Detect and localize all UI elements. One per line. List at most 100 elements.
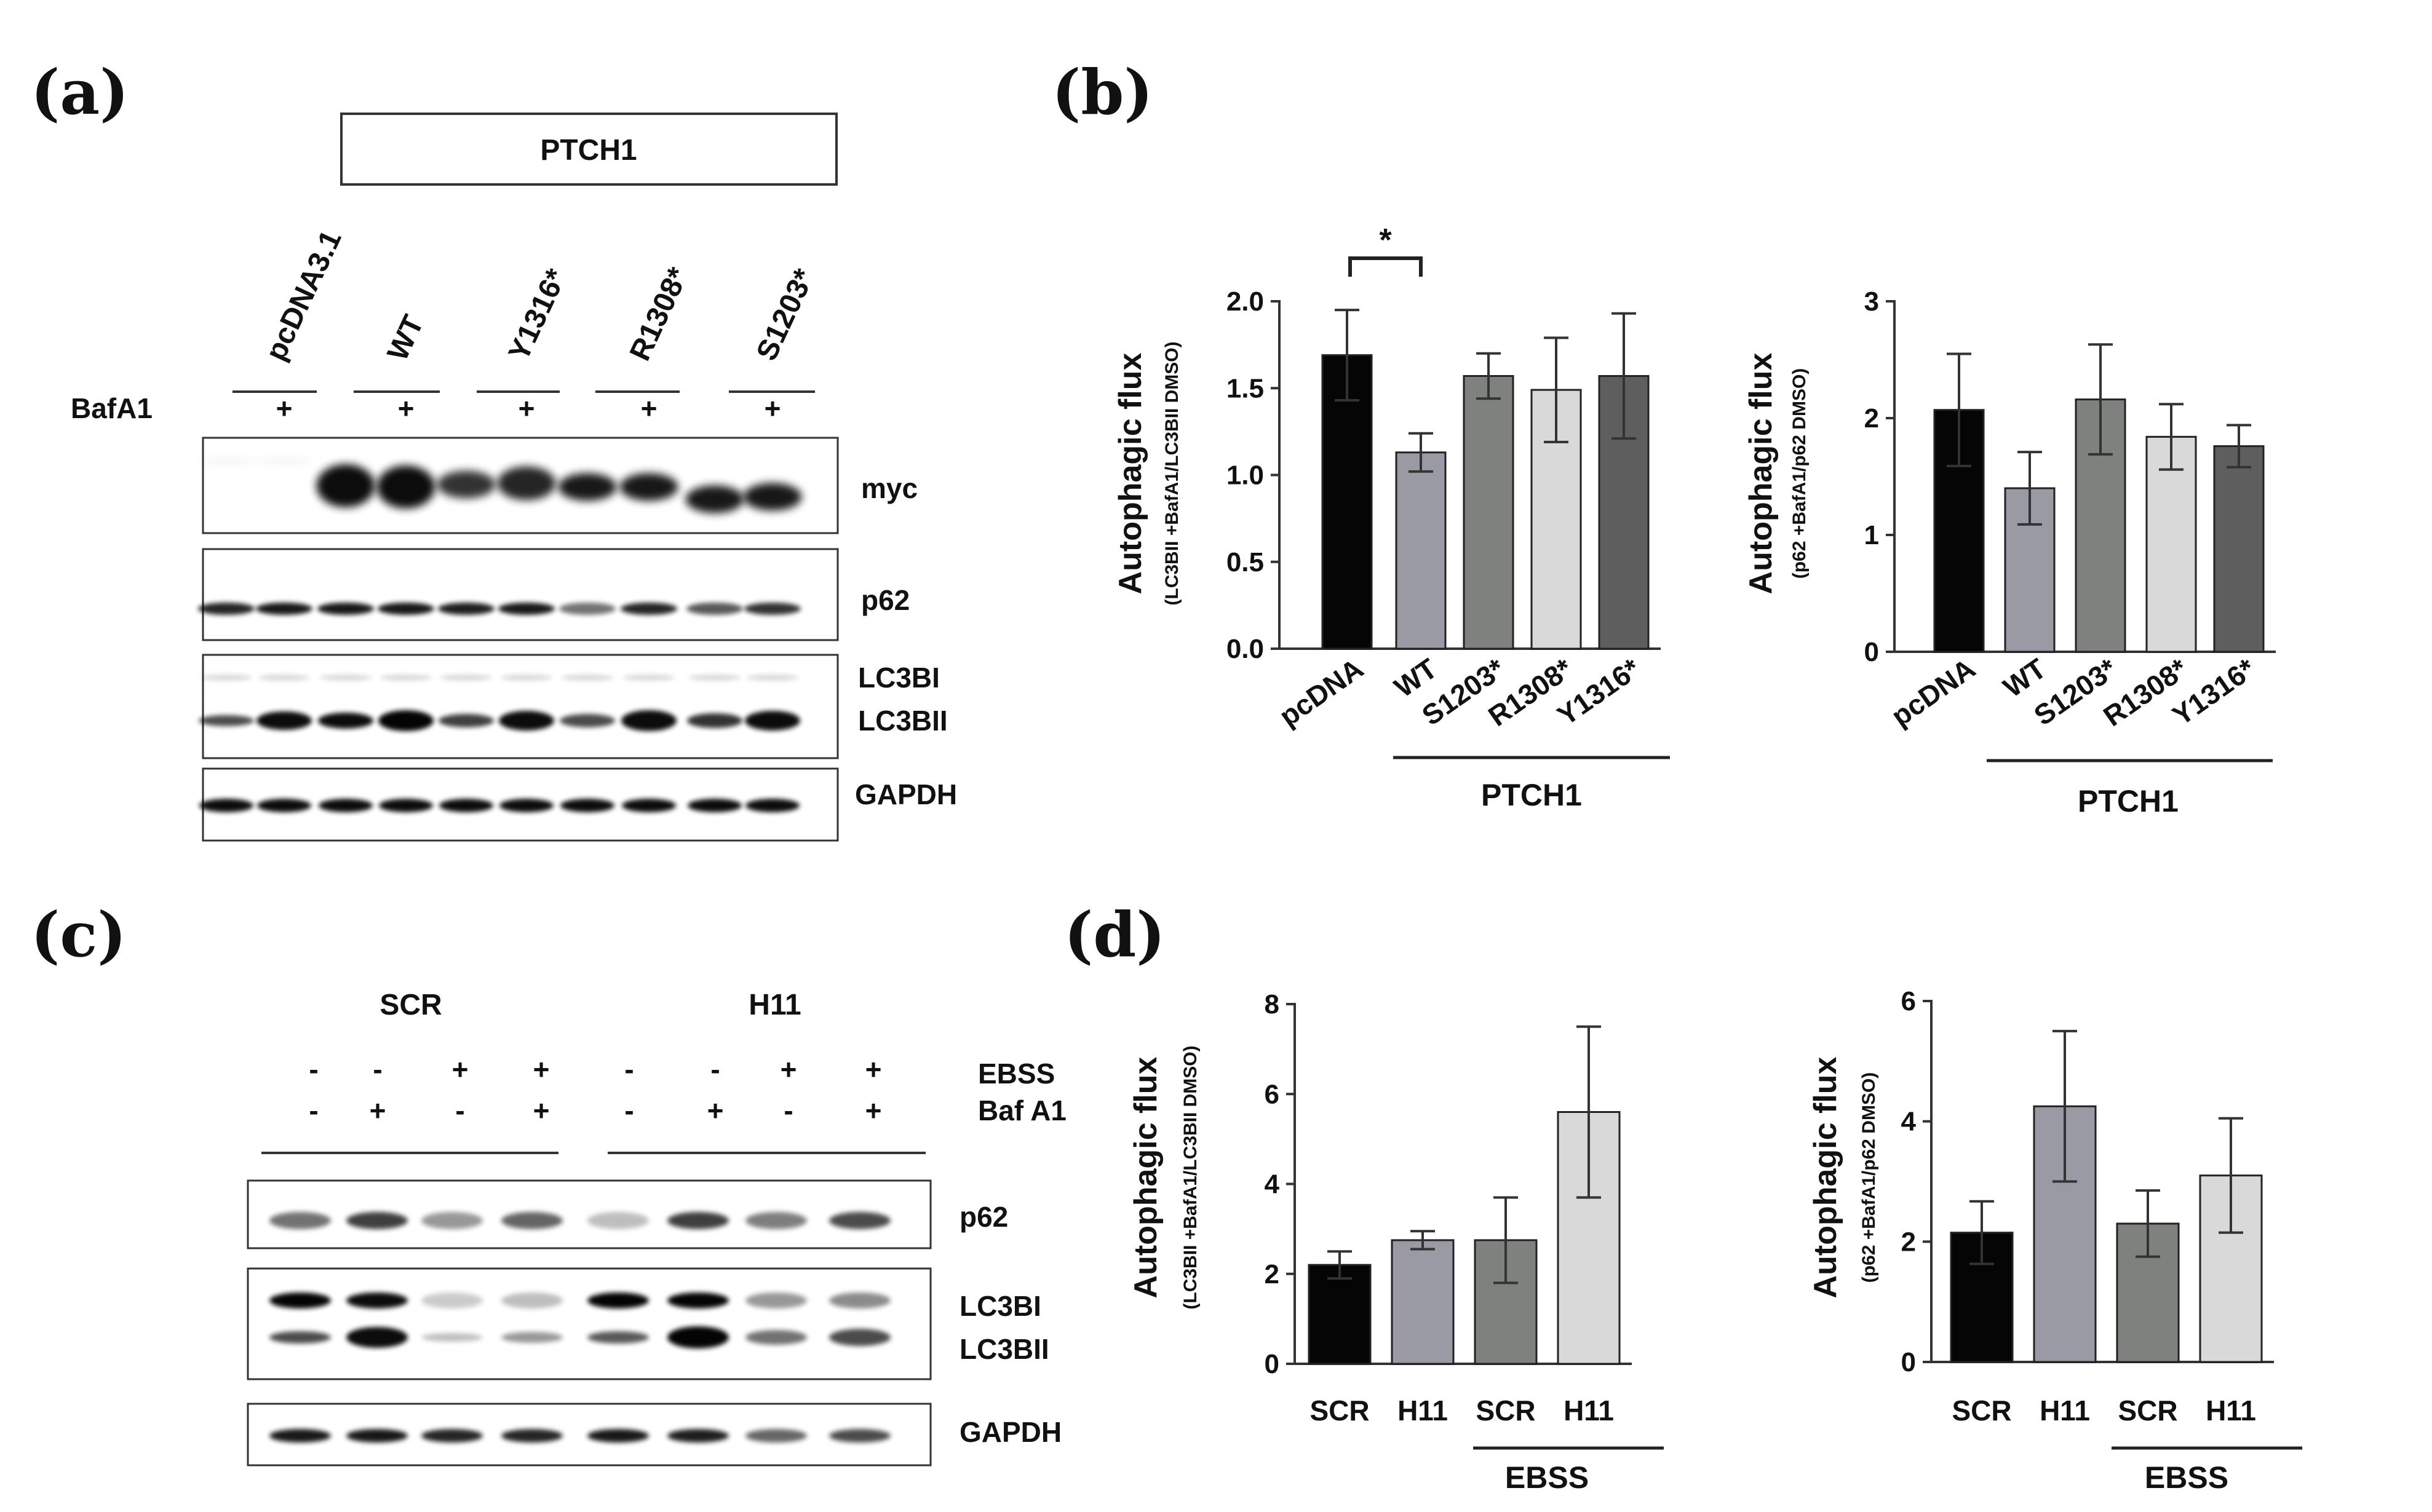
bafa1-sign: + xyxy=(707,1094,724,1126)
p62-band xyxy=(498,603,555,615)
ebss-sign: + xyxy=(533,1053,550,1085)
lc3bi-band xyxy=(561,675,614,681)
myc-band xyxy=(558,473,617,501)
western-blot-c: SCR H11 - - + + - - + + - + - + - + - + EBSS Baf A1 p62… xyxy=(247,989,1067,1466)
ebss-sign: - xyxy=(710,1053,720,1085)
gapdh-band xyxy=(379,799,433,812)
lc3bi-band xyxy=(622,675,675,681)
category-label: SCR xyxy=(1952,1395,2011,1427)
myc-band xyxy=(497,466,556,501)
lane-label-a: WT xyxy=(381,311,431,366)
lc3bi-band-c xyxy=(501,1292,563,1308)
y-axis-sublabel: (p62 +BafA1/p62 DMSO) xyxy=(1789,368,1810,579)
myc-band xyxy=(376,465,435,509)
myc-band xyxy=(197,458,256,464)
lane-label-a: pcDNA3.1 xyxy=(260,226,348,366)
gapdh-band xyxy=(622,799,676,812)
lane-label-a: Y1316* xyxy=(503,264,573,365)
lc3bi-band-c xyxy=(587,1292,649,1308)
lc3bi-band-c xyxy=(745,1292,807,1308)
lc3bii-band-c xyxy=(346,1327,408,1348)
lc3bii-band-c xyxy=(587,1331,649,1344)
category-label: SCR xyxy=(1476,1395,1535,1427)
ebss-label-c: EBSS xyxy=(978,1058,1055,1090)
category-label: H11 xyxy=(2206,1395,2256,1427)
lc3bii-band xyxy=(745,711,800,730)
row-label-p62-a: p62 xyxy=(861,584,910,616)
category-label: H11 xyxy=(1397,1395,1448,1427)
lc3bii-band xyxy=(499,711,554,730)
gapdh-band-c xyxy=(745,1429,807,1443)
group-label: PTCH1 xyxy=(1481,778,1582,812)
significance-bracket xyxy=(1348,256,1423,277)
gapdh-band xyxy=(560,799,614,812)
gapdh-band xyxy=(319,799,373,812)
y-tick-label: 1.0 xyxy=(1226,461,1264,491)
row-label-gapdh-c: GAPDH xyxy=(960,1416,1062,1448)
panel-label-d: (d) xyxy=(1064,898,1166,971)
lc3bii-band-c xyxy=(421,1333,483,1342)
y-axis-label: Autophagic flux xyxy=(1743,352,1779,594)
gapdh-band-c xyxy=(269,1429,331,1443)
gapdh-band xyxy=(745,799,800,812)
y-tick-label: 0 xyxy=(1901,1347,1916,1377)
ptch1-header: PTCH1 xyxy=(540,134,637,167)
y-axis-sublabel: (LC3BII +BafA1/LC3BII DMSO) xyxy=(1162,341,1182,605)
chart-b-p62-flux: 0 1 2 3 Autophagic flux (p62 +BafA1/p62 DMSO)… xyxy=(1743,287,2276,818)
lc3bii-band-c xyxy=(745,1330,807,1345)
bafa1-sign: + xyxy=(533,1094,550,1126)
y-tick-label: 2 xyxy=(1864,403,1879,433)
bar xyxy=(1395,451,1447,650)
ebss-sign: - xyxy=(309,1053,318,1085)
panel-label-a: (a) xyxy=(31,56,129,129)
myc-band xyxy=(685,485,744,513)
bafa1-sign: - xyxy=(309,1094,318,1126)
p62-band-c xyxy=(501,1212,563,1229)
chart-d-p62-flux: 0 2 4 6 Autophagic flux (p62 +BafA1/p62 DMSO)… xyxy=(1808,986,2302,1495)
y-axis-label: Autophagic flux xyxy=(1808,1056,1843,1298)
bafa1-plus-sign: + xyxy=(398,392,415,424)
lane-labels-a: pcDNA3.1 WT Y1316* R1308* S1203* xyxy=(260,226,821,366)
lc3bi-band xyxy=(746,675,799,681)
lc3bi-band-c xyxy=(346,1292,408,1308)
p62-band xyxy=(378,603,434,615)
lc3bi-band xyxy=(380,675,432,681)
lc3bii-band xyxy=(318,713,373,729)
lc3bii-band xyxy=(560,714,615,727)
lc3bi-band-c xyxy=(829,1292,891,1308)
y-tick-label: 2 xyxy=(1901,1227,1916,1257)
row-label-myc: myc xyxy=(861,472,918,504)
bafa1-sign: - xyxy=(784,1094,793,1126)
p62-band xyxy=(256,603,312,615)
bar xyxy=(1463,374,1514,650)
ebss-sign: + xyxy=(452,1053,469,1085)
lc3bii-band xyxy=(256,711,312,730)
y-tick-label: 2.0 xyxy=(1226,287,1264,317)
myc-band xyxy=(743,483,802,511)
lc3bii-band-c xyxy=(269,1331,331,1344)
y-tick-label: 8 xyxy=(1265,989,1279,1019)
p62-band xyxy=(621,603,677,615)
treatment-signs-c: - - + + - - + + - + - + - + - + xyxy=(309,1053,881,1126)
membrane-box xyxy=(202,548,839,641)
y-tick-label: 0.5 xyxy=(1226,547,1264,577)
gapdh-band-c xyxy=(587,1429,649,1443)
category-label: SCR xyxy=(2118,1395,2177,1427)
group-label-scr: SCR xyxy=(380,989,442,1021)
ebss-sign: + xyxy=(781,1053,797,1085)
p62-band-c xyxy=(587,1212,649,1229)
gapdh-band-c xyxy=(501,1429,563,1443)
myc-band xyxy=(255,458,314,464)
p62-band-c xyxy=(829,1212,891,1229)
y-tick-label: 3 xyxy=(1864,287,1879,317)
category-label: pcDNA xyxy=(1273,652,1369,733)
ptch1-header-box xyxy=(340,113,838,186)
bafa1-sign: + xyxy=(865,1094,882,1126)
gapdh-band xyxy=(199,799,253,812)
ebss-sign: + xyxy=(865,1053,882,1085)
p62-band-c xyxy=(745,1212,807,1229)
lc3bi-band xyxy=(500,675,553,681)
y-tick-label: 1.5 xyxy=(1226,373,1264,403)
bafa1-plus-sign: + xyxy=(641,392,658,424)
bar xyxy=(1321,354,1373,650)
